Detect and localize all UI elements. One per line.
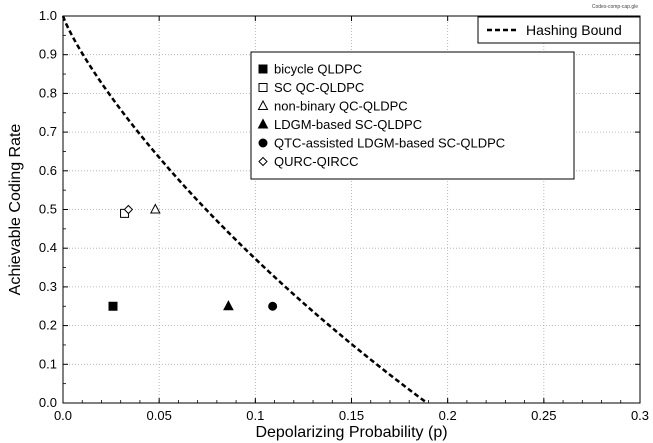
y-tick-label: 0.4	[39, 240, 57, 255]
data-point	[108, 301, 118, 311]
data-point	[123, 204, 134, 215]
data-points	[108, 203, 278, 311]
series-legend: bicycle QLDPC SC QC-QLDPC non-binary QC-QL…	[250, 51, 575, 180]
x-tick-label: 0.2	[439, 408, 457, 423]
legend-entry-label: non-binary QC-QLDPC	[274, 99, 408, 114]
legend-entry-label: QURC-QIRCC	[274, 154, 359, 169]
data-point	[149, 203, 161, 214]
y-tick-label: 0.3	[39, 279, 57, 294]
y-tick-label: 0.1	[39, 356, 57, 371]
data-point	[223, 300, 234, 311]
plot-frame	[62, 15, 641, 404]
legend-entry-label: bicycle QLDPC	[274, 62, 362, 77]
data-point	[268, 301, 278, 311]
y-tick-label: 0.6	[39, 163, 57, 178]
bound-legend-label: Hashing Bound	[526, 22, 622, 38]
x-tick-label: 0.1	[246, 408, 264, 423]
x-tick-label: 0.15	[339, 408, 364, 423]
y-tick-label: 0.7	[39, 124, 57, 139]
x-tick-label: 0.3	[631, 408, 649, 423]
y-tick-label: 0.2	[39, 318, 57, 333]
legend-marker	[258, 83, 268, 92]
legend-marker	[258, 138, 268, 148]
legend-marker	[258, 64, 268, 74]
x-axis-label: Depolarizing Probability (p)	[255, 424, 447, 441]
x-tick-label: 0.0	[54, 408, 72, 423]
legend-entry-label: QTC-assisted LDGM-based SC-QLDPC	[274, 136, 505, 151]
y-tick-label: 1.0	[39, 8, 57, 23]
x-tick-label: 0.25	[531, 408, 556, 423]
y-tick-label: 0.0	[39, 395, 57, 410]
legend-marker	[257, 118, 269, 129]
axis-tick-labels: 0.0 0.05 0.1 0.15 0.2 0.25 0.3 0.0 0.1 0.2 0.3 0.4 0…	[39, 8, 649, 423]
y-axis-label: Achievable Coding Rate	[7, 124, 24, 296]
y-tick-label: 0.9	[39, 47, 57, 62]
x-tick-label: 0.05	[147, 408, 172, 423]
y-tick-label: 0.8	[39, 85, 57, 100]
hashing-bound-line	[61, 15, 428, 405]
legend-marker	[258, 156, 268, 167]
bound-legend: Hashing Bound	[477, 16, 641, 44]
corner-note: Codes-comp-cap.gle	[592, 4, 638, 10]
legend-entry-label: SC QC-QLDPC	[274, 80, 364, 95]
legend-entry-label: LDGM-based SC-QLDPC	[274, 117, 422, 132]
y-tick-label: 0.5	[39, 202, 57, 217]
legend-marker	[257, 99, 269, 110]
series-legend-box	[250, 51, 575, 180]
